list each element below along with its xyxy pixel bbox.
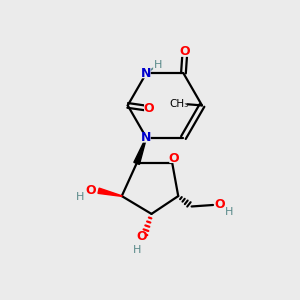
FancyBboxPatch shape	[153, 60, 162, 70]
FancyBboxPatch shape	[170, 99, 187, 109]
Text: H: H	[225, 206, 233, 217]
FancyBboxPatch shape	[137, 232, 146, 242]
Text: N: N	[141, 67, 152, 80]
Text: O: O	[85, 184, 96, 196]
FancyBboxPatch shape	[181, 47, 189, 57]
Polygon shape	[98, 188, 122, 196]
Text: H: H	[153, 60, 162, 70]
FancyBboxPatch shape	[215, 199, 224, 209]
FancyBboxPatch shape	[142, 133, 151, 142]
Text: H: H	[76, 192, 84, 202]
Text: O: O	[143, 102, 154, 115]
FancyBboxPatch shape	[86, 185, 95, 195]
Text: CH₃: CH₃	[169, 99, 188, 109]
Text: O: O	[214, 198, 225, 211]
FancyBboxPatch shape	[142, 68, 151, 78]
FancyBboxPatch shape	[144, 103, 153, 113]
Text: H: H	[132, 244, 141, 255]
Text: O: O	[180, 45, 190, 58]
FancyBboxPatch shape	[169, 153, 178, 163]
Text: N: N	[141, 131, 152, 144]
Text: O: O	[136, 230, 147, 243]
Text: O: O	[169, 152, 179, 164]
Polygon shape	[134, 137, 147, 164]
